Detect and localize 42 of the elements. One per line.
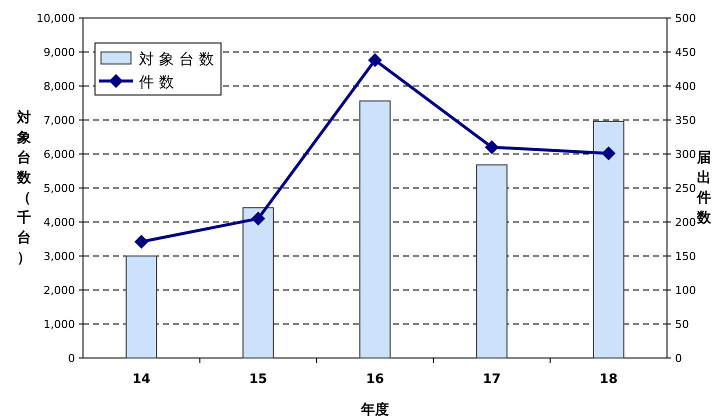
y2-axis-title: 届出件数 [696,150,712,226]
point [484,140,499,154]
y-tick-label: 9,000 [44,46,75,59]
x-tick-label: 14 [132,372,150,387]
y2-tick-label: 100 [675,284,696,297]
point [368,53,382,68]
y2-tick-label: 350 [675,114,696,127]
y-tick-label: 2,000 [44,284,75,297]
legend-label: 対象台数 [139,50,219,68]
legend-label: 件数 [139,73,179,91]
y-tick-label: 0 [68,352,75,365]
y2-tick-label: 500 [675,12,696,25]
y-tick-label: 8,000 [44,80,75,93]
y-tick-label: 5,000 [44,182,75,195]
y2-tick-label: 50 [675,318,689,331]
y-tick-label: 4,000 [44,216,75,229]
point [134,234,148,249]
y2-tick-label: 200 [675,216,696,229]
y2-tick-label: 400 [675,80,696,93]
point [602,146,616,160]
y2-tick-label: 150 [675,250,696,263]
x-tick-label: 15 [249,372,268,387]
x-tick-label: 18 [600,372,618,387]
x-tick-label: 17 [482,372,501,387]
y2-tick-label: 0 [675,352,682,365]
y-tick-label: 3,000 [44,250,75,263]
bar [242,207,274,358]
y2-tick-label: 450 [675,46,696,59]
bar [592,120,624,358]
y2-tick-label: 250 [675,182,696,195]
y-axis-title: 対象台数（千台） [16,109,32,266]
y-tick-label: 1,000 [44,318,75,331]
bar [359,100,391,358]
y-tick-label: 7,000 [44,114,75,127]
y-tick-label: 6,000 [44,148,75,161]
point [251,212,266,226]
x-tick-label: 16 [366,372,384,387]
y2-tick-label: 300 [675,148,696,161]
bar [126,256,158,358]
y-tick-label: 10,000 [36,12,75,25]
x-axis-title: 年度 [360,401,389,418]
bar [476,164,508,358]
